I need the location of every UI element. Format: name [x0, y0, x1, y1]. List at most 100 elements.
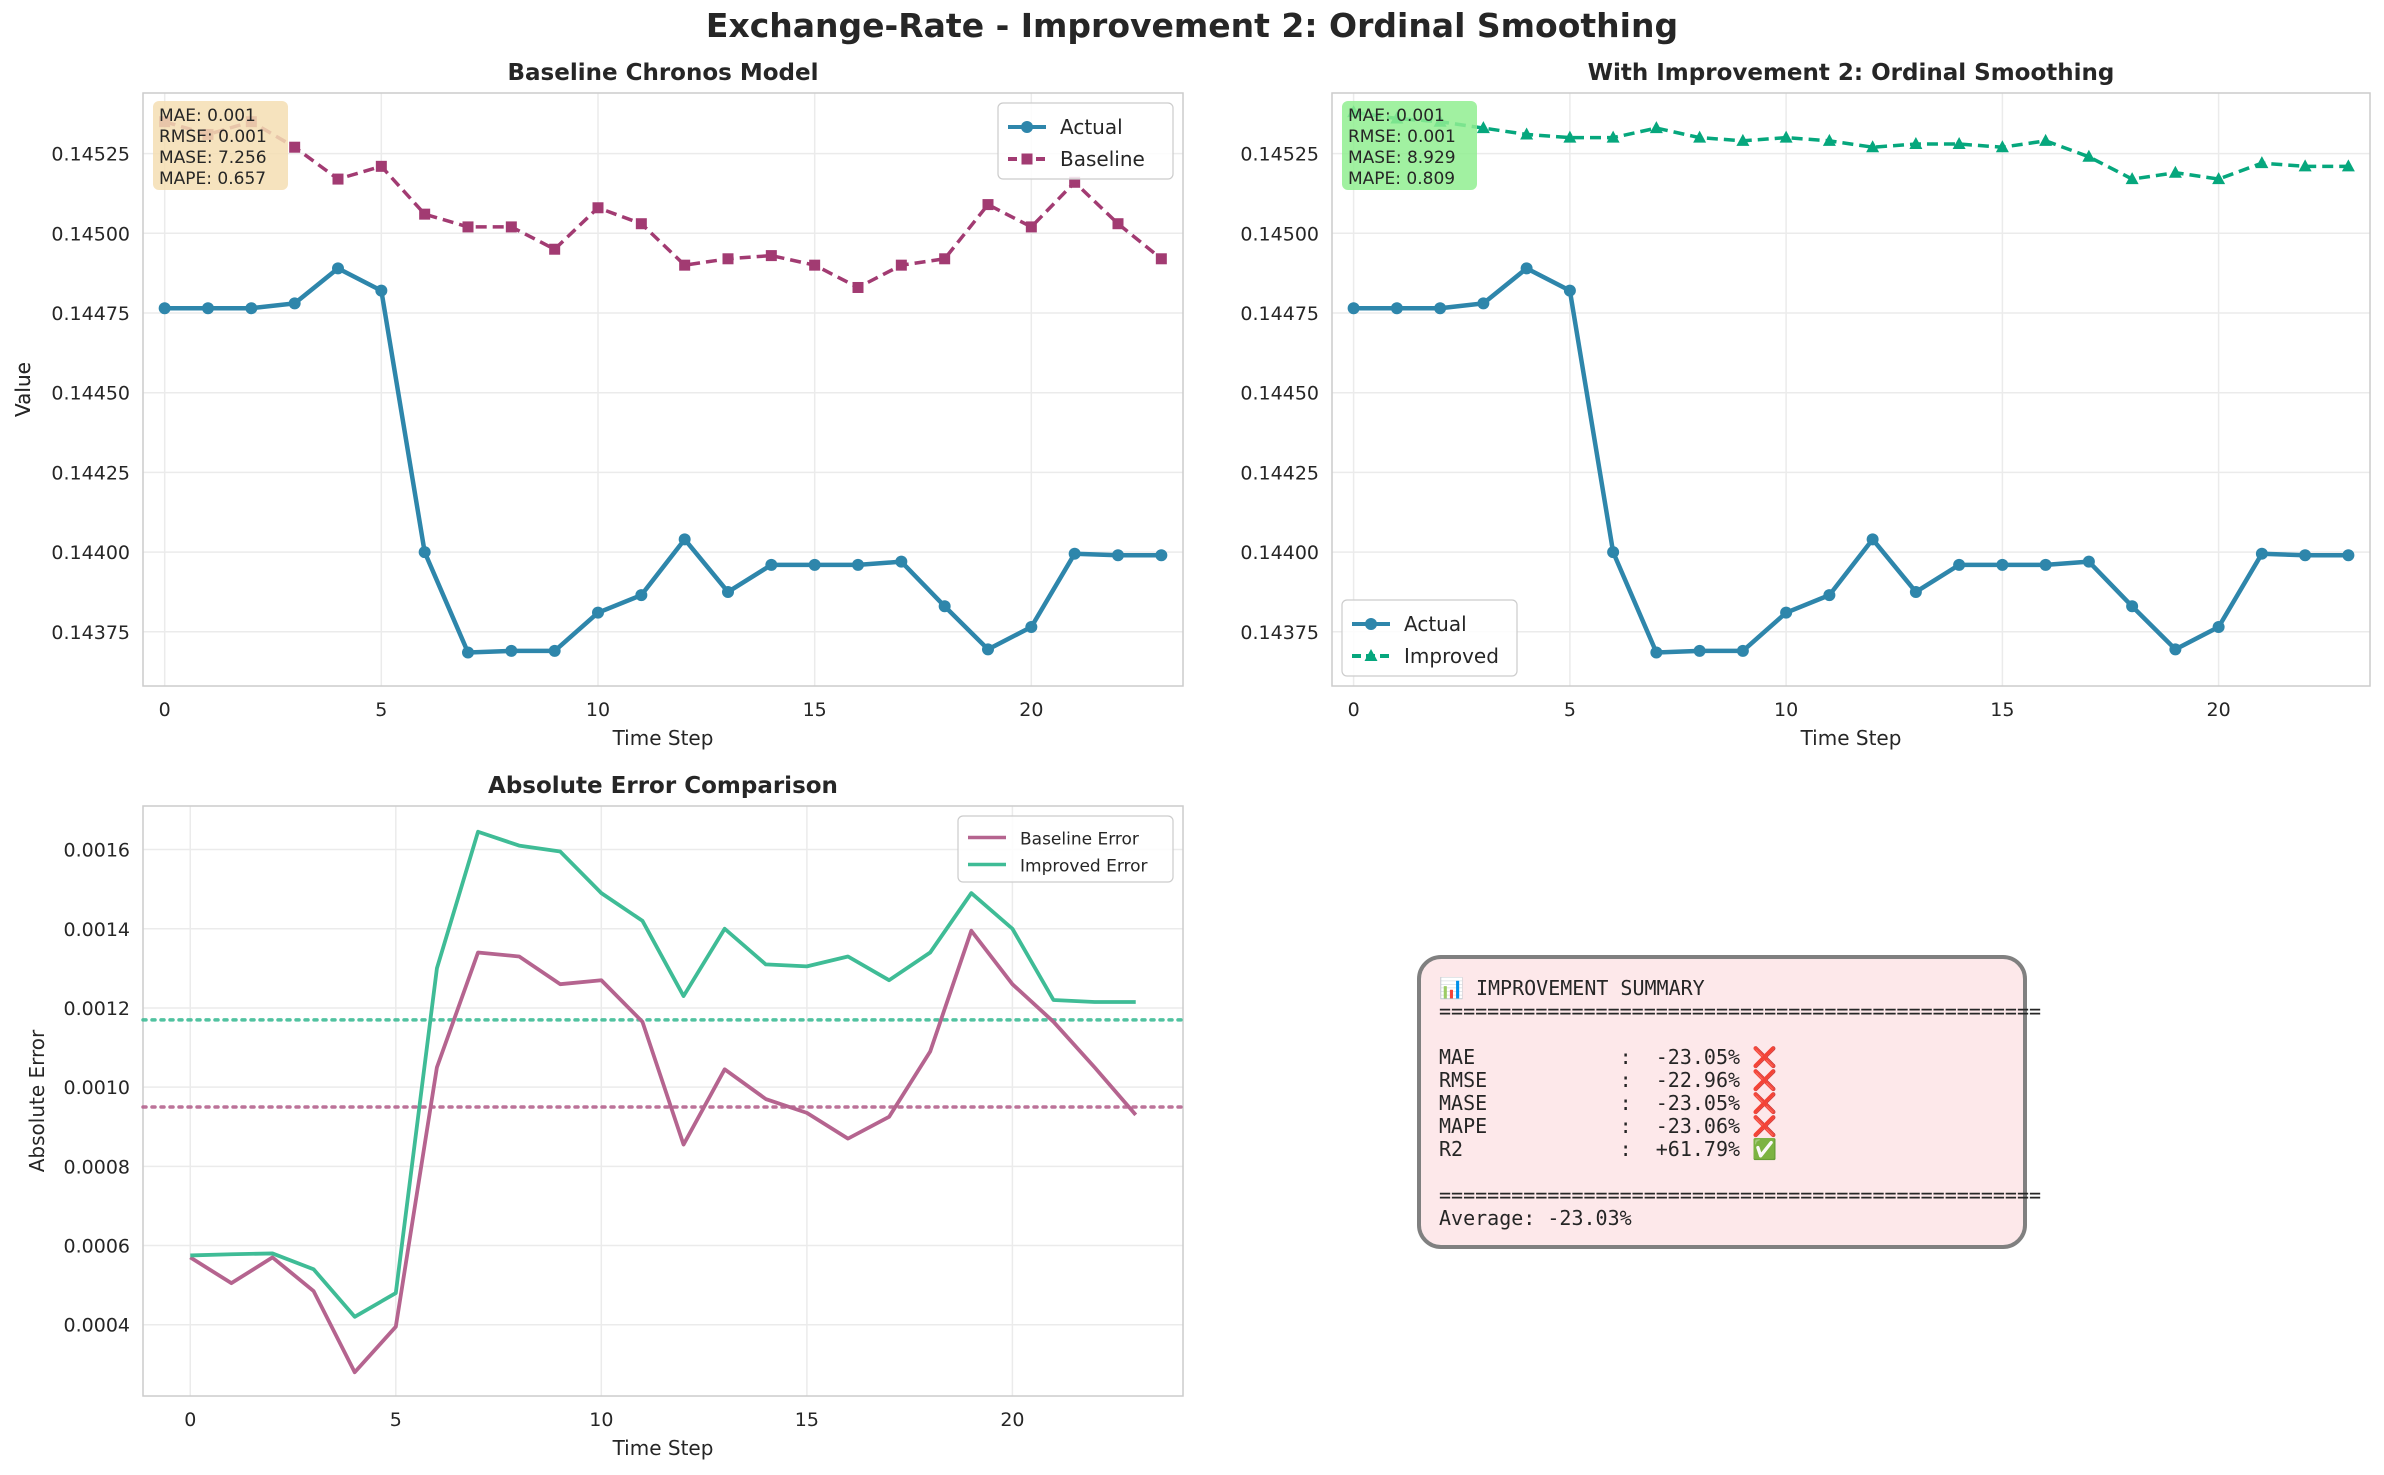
data-point-actual [1996, 558, 2009, 571]
metrics-line: MAE: 0.001 [159, 106, 256, 126]
data-point-improved [1866, 140, 1880, 153]
y-axis-label: Value [11, 362, 35, 417]
data-point-baseline [549, 243, 561, 255]
data-point-actual [938, 600, 951, 613]
data-point-actual [1607, 546, 1620, 559]
legend-marker [1364, 649, 1378, 661]
y-tick-label: 0.14525 [51, 144, 130, 166]
data-point-actual [202, 302, 214, 315]
data-point-actual [1434, 302, 1447, 315]
data-point-actual [1693, 644, 1706, 657]
plot-frame [1331, 92, 2371, 687]
chart-2: 0 5 10 15 20 0.14375 0.14400 0.14425 0.14450 0.14… [11, 60, 2371, 750]
data-point-improved [2298, 159, 2312, 172]
y-tick-label: 0.14450 [51, 383, 130, 405]
series-line-actual [1353, 266, 2349, 655]
legend-marker [1365, 618, 1377, 630]
figure-title: Exchange-Rate - Improvement 2: Ordinal S… [705, 6, 1679, 45]
x-tick-label: 0 [184, 1409, 196, 1431]
data-point-baseline [722, 253, 734, 265]
chart-title: Baseline Chronos Model [508, 60, 819, 86]
series-line-improved [1353, 110, 2349, 181]
data-point-baseline [635, 218, 647, 230]
data-point-actual [1650, 646, 1663, 659]
data-point-improved [1995, 140, 2009, 153]
data-point-improved [1520, 127, 1534, 140]
x-tick-label: 10 [1774, 699, 1798, 721]
data-point-actual [462, 646, 474, 659]
data-point-actual [2169, 643, 2182, 656]
y-tick-label: 0.14375 [1240, 622, 1319, 644]
data-point-baseline [852, 281, 864, 293]
data-point-baseline [1112, 218, 1124, 230]
data-point-actual [1563, 284, 1576, 297]
data-point-actual [1025, 621, 1038, 634]
series-line-actual [164, 266, 1162, 655]
x-tick-label: 15 [803, 699, 827, 721]
legend: Baseline Error Improved Error [957, 815, 1174, 883]
legend-label: Improved Error [1020, 857, 1148, 877]
y-tick-label: 0.14475 [1240, 303, 1319, 325]
y-tick-label: 0.14525 [1240, 144, 1319, 166]
y-tick-label: 0.14500 [51, 223, 130, 245]
x-axis-label: Time Step [612, 726, 714, 750]
data-point-actual [505, 644, 518, 657]
data-point-actual [2299, 549, 2312, 562]
series-line-baseline [164, 119, 1163, 290]
data-point-actual [1780, 606, 1793, 619]
legend-label: Actual [1404, 612, 1467, 636]
data-point-baseline [289, 141, 301, 153]
legend-label: Baseline [1060, 147, 1145, 171]
data-point-actual [1953, 558, 1966, 571]
y-tick-label: 0.14400 [1240, 542, 1319, 564]
plot-frame [142, 92, 1184, 687]
data-point-actual [375, 284, 388, 297]
data-point-actual [1823, 589, 1836, 602]
legend-marker [1021, 121, 1033, 133]
y-axis-label: Value [11, 362, 35, 417]
y-tick-label: 0.14475 [51, 303, 130, 325]
x-tick-label: 5 [375, 699, 387, 721]
data-point-actual [2039, 558, 2052, 571]
data-point-actual [852, 558, 864, 571]
x-axis-label: Time Step [612, 1436, 714, 1460]
metrics-line: MASE: 8.929 [1348, 148, 1456, 168]
data-point-actual [1112, 549, 1124, 562]
data-point-actual [2342, 549, 2355, 562]
data-point-baseline [679, 259, 691, 271]
data-point-improved [1693, 130, 1707, 143]
data-point-baseline [765, 250, 777, 262]
data-point-actual [1155, 549, 1168, 562]
data-point-actual [1068, 547, 1081, 560]
data-point-actual [418, 546, 431, 559]
metrics-line: MAPE: 0.657 [159, 169, 266, 189]
y-tick-label: 0.0014 [64, 919, 130, 941]
y-tick-label: 0.0016 [64, 840, 130, 862]
x-tick-label: 5 [1564, 699, 1576, 721]
data-point-baseline [332, 173, 344, 185]
data-point-actual [982, 643, 994, 656]
x-tick-label: 10 [589, 1409, 613, 1431]
legend: Actual Baseline [997, 102, 1174, 180]
data-point-baseline [939, 253, 951, 265]
data-point-baseline [895, 259, 907, 271]
metrics-line: RMSE: 0.001 [1348, 127, 1456, 147]
series-line-improved-error [190, 829, 1136, 1319]
metrics-line: RMSE: 0.001 [159, 127, 267, 147]
data-point-baseline [982, 199, 994, 211]
data-point-baseline [375, 160, 387, 172]
data-point-improved [1649, 121, 1663, 134]
metrics-box-bg [1342, 101, 1477, 190]
x-tick-label: 15 [795, 1409, 819, 1431]
x-tick-label: 20 [1000, 1409, 1024, 1431]
data-point-improved [1476, 121, 1490, 134]
plot-frame [142, 805, 1184, 1397]
y-tick-label: 0.0010 [64, 1077, 130, 1099]
data-point-actual [808, 558, 821, 571]
data-point-improved [2082, 149, 2096, 162]
data-point-baseline [592, 202, 604, 214]
data-point-improved [1909, 137, 1923, 150]
x-tick-label: 5 [390, 1409, 402, 1431]
